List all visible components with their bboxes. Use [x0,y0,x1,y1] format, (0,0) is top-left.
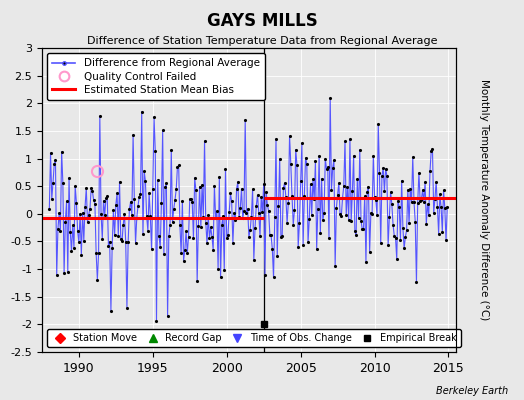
Text: Berkeley Earth: Berkeley Earth [436,386,508,396]
Text: GAYS MILLS: GAYS MILLS [206,12,318,30]
Y-axis label: Monthly Temperature Anomaly Difference (°C): Monthly Temperature Anomaly Difference (… [479,79,489,321]
Text: Difference of Station Temperature Data from Regional Average: Difference of Station Temperature Data f… [87,36,437,46]
Legend: Station Move, Record Gap, Time of Obs. Change, Empirical Break: Station Move, Record Gap, Time of Obs. C… [47,329,461,347]
